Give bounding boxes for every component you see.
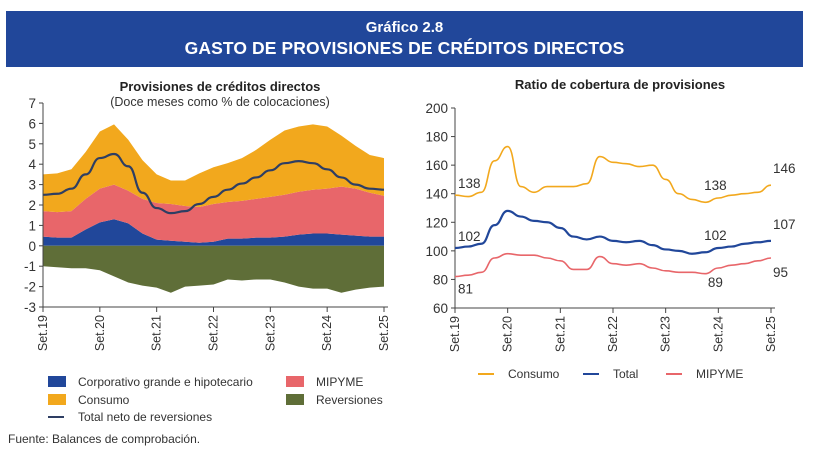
legend-swatch-corporativo bbox=[48, 376, 66, 387]
left-y-tick-label: -3 bbox=[24, 300, 36, 315]
legend-line-total-neto bbox=[48, 416, 64, 418]
data-label-mipyme: 81 bbox=[458, 282, 473, 297]
right-y-tick-label: 140 bbox=[425, 187, 448, 202]
right-y-tick-label: 180 bbox=[425, 130, 448, 145]
right-y-tick-label: 200 bbox=[425, 101, 448, 116]
left-y-tick-label: 6 bbox=[28, 116, 36, 131]
right-x-tick-label: Set.25 bbox=[764, 316, 778, 352]
legend-label-reversiones: Reversiones bbox=[316, 393, 383, 407]
area-mipyme bbox=[43, 184, 384, 243]
legend-swatch-mipyme bbox=[286, 376, 304, 387]
legend-label-consumo: Consumo bbox=[78, 393, 130, 407]
right-x-tick-label: Set.20 bbox=[501, 316, 515, 352]
right-x-tick-label: Set.21 bbox=[553, 316, 567, 352]
legend-label-r-mipyme: MIPYME bbox=[696, 367, 744, 381]
left-x-tick-label: Set.23 bbox=[263, 315, 277, 351]
line-mipyme bbox=[454, 252, 772, 278]
left-y-tick-label: 1 bbox=[28, 218, 36, 233]
line-consumo bbox=[454, 145, 772, 204]
area-reversiones bbox=[43, 245, 384, 293]
left-chart-subtitle: (Doce meses como % de colocaciones) bbox=[110, 95, 330, 109]
data-label-mipyme: 95 bbox=[773, 265, 788, 280]
left-x-tick-label: Set.22 bbox=[207, 315, 221, 351]
left-x-tick-label: Set.21 bbox=[150, 315, 164, 351]
left-x-tick-label: Set.24 bbox=[320, 315, 334, 351]
left-x-tick-label: Set.25 bbox=[377, 315, 391, 351]
left-y-tick-label: 7 bbox=[28, 96, 36, 111]
left-y-tick-label: 3 bbox=[28, 178, 36, 193]
legend-line-r-mipyme bbox=[666, 373, 682, 375]
left-y-tick-label: -1 bbox=[24, 259, 36, 274]
data-label-total: 102 bbox=[704, 228, 727, 243]
left-chart-title: Provisiones de créditos directos bbox=[119, 79, 321, 94]
line-total-neto bbox=[42, 152, 385, 215]
left-y-tick-label: 5 bbox=[28, 137, 36, 152]
data-label-consumo: 138 bbox=[704, 178, 727, 193]
right-chart-title: Ratio de cobertura de provisiones bbox=[514, 77, 726, 92]
data-label-total: 107 bbox=[773, 217, 796, 232]
right-y-tick-label: 100 bbox=[425, 244, 448, 259]
legend-label-corporativo: Corporativo grande e hipotecario bbox=[78, 375, 253, 389]
chart-number: Gráfico 2.8 bbox=[365, 19, 444, 36]
legend-label-r-consumo: Consumo bbox=[508, 367, 560, 381]
right-x-tick-label: Set.19 bbox=[448, 316, 462, 352]
left-y-tick-label: -2 bbox=[24, 280, 36, 295]
left-y-tick-label: 4 bbox=[28, 157, 36, 172]
data-label-consumo: 138 bbox=[458, 176, 481, 191]
source-note: Fuente: Balances de comprobación. bbox=[8, 432, 201, 446]
legend-swatch-reversiones bbox=[286, 394, 304, 405]
area-consumo bbox=[43, 124, 384, 213]
left-x-tick-label: Set.20 bbox=[93, 315, 107, 351]
legend-label-mipyme: MIPYME bbox=[316, 375, 364, 389]
legend-label-r-total: Total bbox=[613, 367, 639, 381]
right-x-tick-label: Set.22 bbox=[606, 316, 620, 352]
legend-swatch-consumo bbox=[48, 394, 66, 405]
legend-line-r-total bbox=[583, 373, 599, 375]
legend-line-r-consumo bbox=[478, 373, 494, 375]
area-corporativo bbox=[43, 219, 384, 246]
data-label-consumo: 146 bbox=[773, 161, 796, 176]
chart-banner: Gráfico 2.8 GASTO DE PROVISIONES DE CRÉD… bbox=[6, 11, 803, 67]
left-y-tick-label: 2 bbox=[28, 198, 36, 213]
right-y-tick-label: 120 bbox=[425, 215, 448, 230]
chart-main-title: GASTO DE PROVISIONES DE CRÉDITOS DIRECTO… bbox=[184, 38, 625, 58]
right-x-tick-label: Set.24 bbox=[711, 316, 725, 352]
data-label-total: 102 bbox=[458, 229, 481, 244]
line-total bbox=[454, 209, 772, 255]
right-x-tick-label: Set.23 bbox=[659, 316, 673, 352]
legend-label-total-neto: Total neto de reversiones bbox=[78, 410, 213, 424]
right-y-tick-label: 60 bbox=[433, 301, 448, 316]
right-y-tick-label: 160 bbox=[425, 158, 448, 173]
left-x-tick-label: Set.19 bbox=[36, 315, 50, 351]
left-y-tick-label: 0 bbox=[28, 239, 36, 254]
right-y-tick-label: 80 bbox=[433, 272, 448, 287]
data-label-mipyme: 89 bbox=[708, 275, 723, 290]
